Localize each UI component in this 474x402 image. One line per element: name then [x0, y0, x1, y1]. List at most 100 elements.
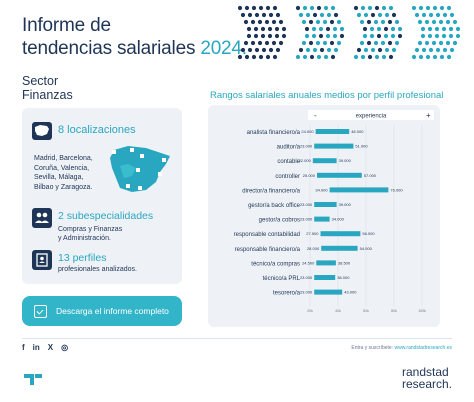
- decorative-dot: [384, 47, 390, 53]
- decorative-dot: [250, 19, 256, 25]
- decorative-dot: [315, 19, 321, 25]
- instagram-icon[interactable]: ◎: [61, 343, 69, 352]
- decorative-dot: [431, 40, 437, 46]
- decorative-dot: [374, 5, 380, 11]
- linkedin-icon[interactable]: in: [32, 343, 40, 352]
- decorative-dot: [332, 33, 338, 39]
- decorative-dot: [250, 40, 256, 46]
- decorative-dot: [275, 47, 281, 53]
- decorative-dot: [417, 19, 423, 25]
- decorative-dot: [377, 47, 383, 53]
- salary-range-bar: [329, 187, 389, 193]
- decorative-dot: [319, 47, 325, 53]
- salary-range-bar: [316, 260, 336, 266]
- facebook-icon[interactable]: f: [22, 343, 25, 352]
- decorative-dot: [438, 40, 444, 46]
- decorative-dot: [424, 19, 430, 25]
- decorative-dot: [369, 26, 375, 32]
- decorative-dot: [254, 47, 260, 53]
- decorative-dot: [449, 47, 455, 53]
- decorative-dot: [330, 5, 336, 11]
- legend-minus: -: [314, 111, 317, 120]
- decorative-dot: [445, 19, 451, 25]
- max-value-label: 48.000: [351, 129, 364, 134]
- decorative-dot: [323, 54, 329, 60]
- decorative-dot: [312, 47, 318, 53]
- decorative-dot: [449, 12, 455, 18]
- decorative-dot: [281, 26, 287, 32]
- decorative-dot: [374, 54, 380, 60]
- category-label: analista financiero/a: [247, 130, 301, 136]
- x-twitter-icon[interactable]: X: [47, 343, 54, 352]
- report-title: Informe de tendencias salariales 2024.: [22, 14, 247, 60]
- category-label: controller: [275, 174, 300, 180]
- decorative-dot: [309, 54, 315, 60]
- decorative-dot: [397, 26, 403, 32]
- people-icon: [32, 208, 52, 228]
- download-report-button[interactable]: Descarga el informe completo: [22, 296, 182, 326]
- decorative-dot: [267, 33, 273, 39]
- decorative-dot: [251, 5, 257, 11]
- decorative-dot: [295, 54, 301, 60]
- decorative-dot: [387, 40, 393, 46]
- decorative-dot: [298, 47, 304, 53]
- decorative-dot: [427, 33, 433, 39]
- decorative-dot: [309, 5, 315, 11]
- decorative-dot: [295, 5, 301, 11]
- decorative-dot: [319, 12, 325, 18]
- decorative-dot: [390, 26, 396, 32]
- decorative-dot: [264, 19, 270, 25]
- decorative-dot: [425, 54, 431, 60]
- decorative-dot: [381, 5, 387, 11]
- sub-line: y Administración.: [58, 235, 111, 242]
- decorative-dot: [414, 47, 420, 53]
- decorative-dot: [455, 33, 461, 39]
- min-value-label: 34.000: [315, 187, 328, 192]
- decorative-dot: [435, 12, 441, 18]
- salary-range-bar: [321, 245, 358, 251]
- max-value-label: 76.000: [390, 187, 403, 192]
- decorative-dot: [394, 40, 400, 46]
- decorative-dot: [257, 19, 263, 25]
- decorative-dot: [271, 19, 277, 25]
- decorative-dot: [260, 26, 266, 32]
- decorative-dot: [356, 12, 362, 18]
- salary-range-bar: [314, 275, 336, 280]
- decorative-dot: [301, 40, 307, 46]
- decorative-dot: [329, 40, 335, 46]
- salary-range-bar: [312, 158, 337, 164]
- legend-bar: [308, 110, 434, 120]
- perfiles-text: profesionales analizados.: [58, 266, 137, 273]
- decorative-dot: [240, 47, 246, 53]
- min-value-label: 23.000: [300, 290, 313, 295]
- decorative-dot: [301, 19, 307, 25]
- decorative-dot: [428, 47, 434, 53]
- decorative-dot: [325, 33, 331, 39]
- decorative-dot: [322, 19, 328, 25]
- decorative-dot: [452, 19, 458, 25]
- city-line: Coruña, Valencia,: [34, 164, 90, 172]
- decorative-dot: [311, 33, 317, 39]
- title-line-1: Informe de: [22, 15, 111, 36]
- brand-wordmark: randstad research.: [402, 366, 452, 390]
- decorative-dot: [359, 19, 365, 25]
- decorative-dot: [439, 5, 445, 11]
- decorative-dot: [332, 26, 338, 32]
- subscribe-link[interactable]: www.randstadresearch.es: [394, 345, 452, 351]
- decorative-dot: [257, 40, 263, 46]
- decorative-dot: [363, 12, 369, 18]
- decorative-dot: [418, 5, 424, 11]
- decorative-dot: [370, 47, 376, 53]
- decorative-dot: [427, 26, 433, 32]
- decorative-dot: [455, 26, 461, 32]
- decorative-dot: [424, 40, 430, 46]
- salary-range-bar: [314, 289, 343, 295]
- decorative-dot: [246, 26, 252, 32]
- decorative-dot: [247, 47, 253, 53]
- category-label: técnico/a PRL: [263, 276, 301, 282]
- decorative-dot: [370, 12, 376, 18]
- decorative-dots-pattern: [237, 5, 461, 60]
- decorative-dot: [330, 54, 336, 60]
- decorative-dot: [384, 12, 390, 18]
- chart-title: Rangos salariales anuales medios por per…: [210, 90, 444, 101]
